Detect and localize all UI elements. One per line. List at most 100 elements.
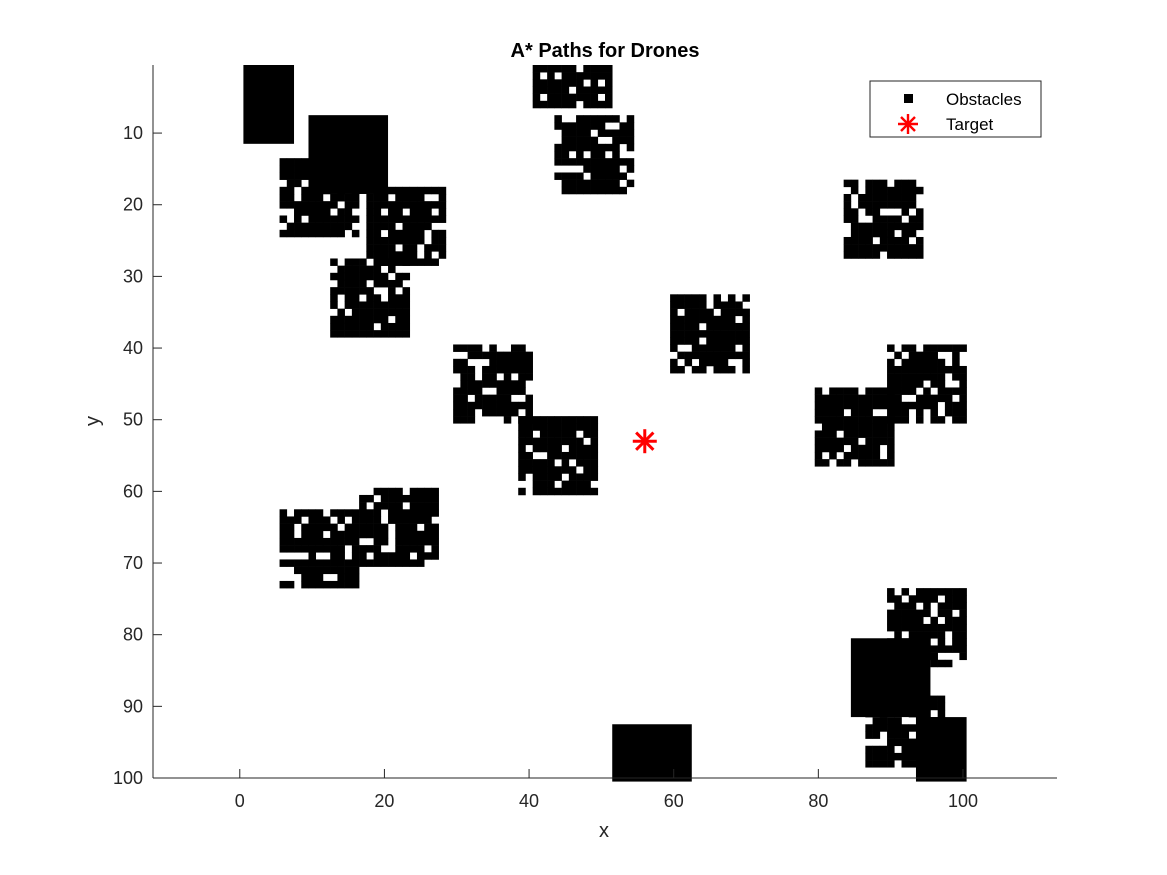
obstacle-cell <box>286 158 295 166</box>
obstacle-cell <box>879 695 888 704</box>
obstacle-cell <box>612 115 620 123</box>
obstacle-cell <box>409 193 418 202</box>
obstacle-cell <box>901 193 910 202</box>
obstacle-cell <box>496 365 505 374</box>
obstacle-cell <box>583 480 591 489</box>
obstacle-cell <box>901 222 910 231</box>
obstacle-cell <box>395 251 403 259</box>
obstacle-cell <box>720 308 729 317</box>
obstacle-cell <box>351 279 360 288</box>
obstacle-cell <box>619 172 627 180</box>
obstacle-cell <box>532 487 541 496</box>
obstacle-cell <box>952 616 960 625</box>
obstacle-cell <box>670 308 678 317</box>
obstacle-cell <box>605 158 613 166</box>
obstacle-cell <box>576 416 584 424</box>
obstacle-cell <box>532 100 541 109</box>
obstacle-cell <box>706 322 714 331</box>
obstacle-cell <box>814 416 823 424</box>
obstacle-cell <box>908 709 917 718</box>
obstacle-cell <box>359 272 367 281</box>
obstacle-cell <box>865 724 873 732</box>
obstacle-cell <box>402 545 411 553</box>
obstacle-cell <box>359 516 367 524</box>
obstacle-cell <box>858 244 866 252</box>
obstacle-cluster <box>453 344 533 424</box>
obstacle-cell <box>395 545 403 553</box>
obstacle-cell <box>706 358 714 367</box>
obstacle-cell <box>713 301 722 309</box>
obstacle-cell <box>402 530 411 539</box>
obstacle-cell <box>930 659 938 668</box>
obstacle-cell <box>351 301 360 309</box>
obstacle-cell <box>887 186 895 195</box>
obstacle-cell <box>872 745 881 754</box>
obstacle-cell <box>677 351 685 360</box>
obstacle-cell <box>605 165 613 173</box>
obstacle-cell <box>923 394 931 403</box>
obstacle-cell <box>510 380 519 388</box>
obstacle-cell <box>923 595 931 603</box>
obstacle-cell <box>915 588 924 596</box>
obstacle-cell <box>959 365 967 374</box>
obstacle-cell <box>937 609 946 618</box>
obstacle-cell <box>279 530 288 539</box>
obstacle-cell <box>894 236 902 245</box>
obstacle-cell <box>518 459 526 467</box>
obstacle-cell <box>944 394 953 403</box>
obstacle-cell <box>474 351 483 360</box>
obstacle-cell <box>908 752 917 761</box>
obstacle-cell <box>706 308 714 317</box>
obstacle-cell <box>402 229 411 238</box>
obstacle-cell <box>395 330 403 338</box>
obstacle-cell <box>539 466 548 474</box>
obstacle-cell <box>952 344 960 352</box>
obstacle-cell <box>337 208 345 216</box>
obstacle-cell <box>561 186 570 195</box>
obstacle-cell <box>590 466 599 474</box>
obstacle-cell <box>908 623 917 632</box>
obstacle-block <box>612 724 692 782</box>
obstacle-cell <box>568 179 577 188</box>
obstacle-cell <box>583 136 591 145</box>
obstacle-cell <box>510 408 519 417</box>
obstacle-cell <box>366 509 374 517</box>
obstacle-cell <box>395 186 403 195</box>
obstacle-cell <box>930 695 938 704</box>
obstacle-cell <box>380 315 389 324</box>
obstacle-cell <box>727 365 736 374</box>
obstacle-cell <box>887 229 895 238</box>
obstacle-cell <box>590 179 599 188</box>
obstacle-cell <box>568 143 577 152</box>
obstacle-cell <box>879 186 888 195</box>
obstacle-cell <box>308 573 317 582</box>
obstacle-cell <box>821 437 830 446</box>
obstacle-cell <box>308 172 317 180</box>
obstacle-cell <box>409 236 418 245</box>
obstacle-cell <box>395 516 403 524</box>
obstacle-cell <box>923 602 931 610</box>
obstacle-cell <box>359 509 367 517</box>
obstacle-cell <box>388 330 396 338</box>
obstacle-cell <box>547 451 555 460</box>
obstacle-cell <box>843 236 852 245</box>
obstacle-cell <box>583 86 591 94</box>
obstacle-cell <box>453 344 461 352</box>
obstacle-cell <box>959 631 967 639</box>
obstacle-cell <box>373 222 382 231</box>
obstacle-cell <box>366 330 374 338</box>
obstacle-cell <box>568 444 577 453</box>
obstacle-cell <box>720 315 729 324</box>
obstacle-cell <box>315 165 324 173</box>
obstacle-cell <box>836 459 844 467</box>
obstacle-cell <box>735 308 743 317</box>
legend-obstacles-label: Obstacles <box>946 90 1022 109</box>
obstacle-cell <box>286 193 295 202</box>
obstacle-cell <box>865 244 873 252</box>
obstacle-cell <box>568 100 577 109</box>
obstacle-cell <box>879 459 888 467</box>
obstacle-cell <box>590 451 599 460</box>
obstacle-cell <box>727 315 736 324</box>
obstacle-cell <box>351 509 360 517</box>
obstacle-cell <box>489 401 497 410</box>
